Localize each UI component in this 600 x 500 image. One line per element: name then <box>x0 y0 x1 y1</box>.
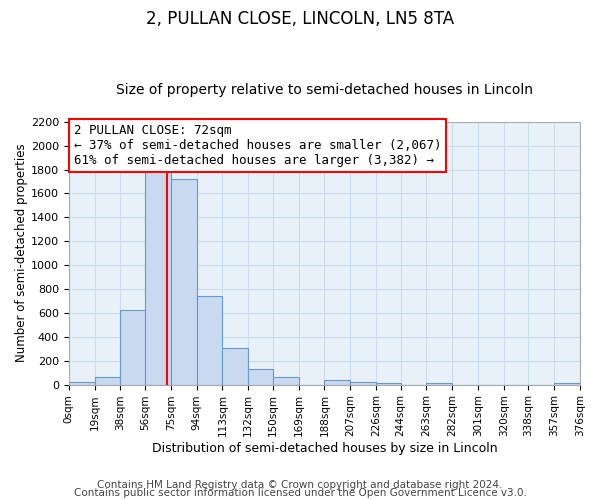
Bar <box>273 377 299 384</box>
Bar <box>223 348 248 385</box>
Bar <box>95 378 121 384</box>
Bar <box>248 369 273 384</box>
Text: Contains HM Land Registry data © Crown copyright and database right 2024.: Contains HM Land Registry data © Crown c… <box>97 480 503 490</box>
Bar <box>325 380 350 384</box>
Bar <box>350 382 376 384</box>
Bar <box>69 382 95 384</box>
Bar <box>197 296 223 384</box>
Bar <box>171 179 197 384</box>
Text: Contains public sector information licensed under the Open Government Licence v3: Contains public sector information licen… <box>74 488 526 498</box>
X-axis label: Distribution of semi-detached houses by size in Lincoln: Distribution of semi-detached houses by … <box>152 442 497 455</box>
Text: 2, PULLAN CLOSE, LINCOLN, LN5 8TA: 2, PULLAN CLOSE, LINCOLN, LN5 8TA <box>146 10 454 28</box>
Y-axis label: Number of semi-detached properties: Number of semi-detached properties <box>15 144 28 362</box>
Bar <box>145 166 171 384</box>
Title: Size of property relative to semi-detached houses in Lincoln: Size of property relative to semi-detach… <box>116 83 533 97</box>
Bar <box>121 310 145 384</box>
Text: 2 PULLAN CLOSE: 72sqm
← 37% of semi-detached houses are smaller (2,067)
61% of s: 2 PULLAN CLOSE: 72sqm ← 37% of semi-deta… <box>74 124 442 168</box>
